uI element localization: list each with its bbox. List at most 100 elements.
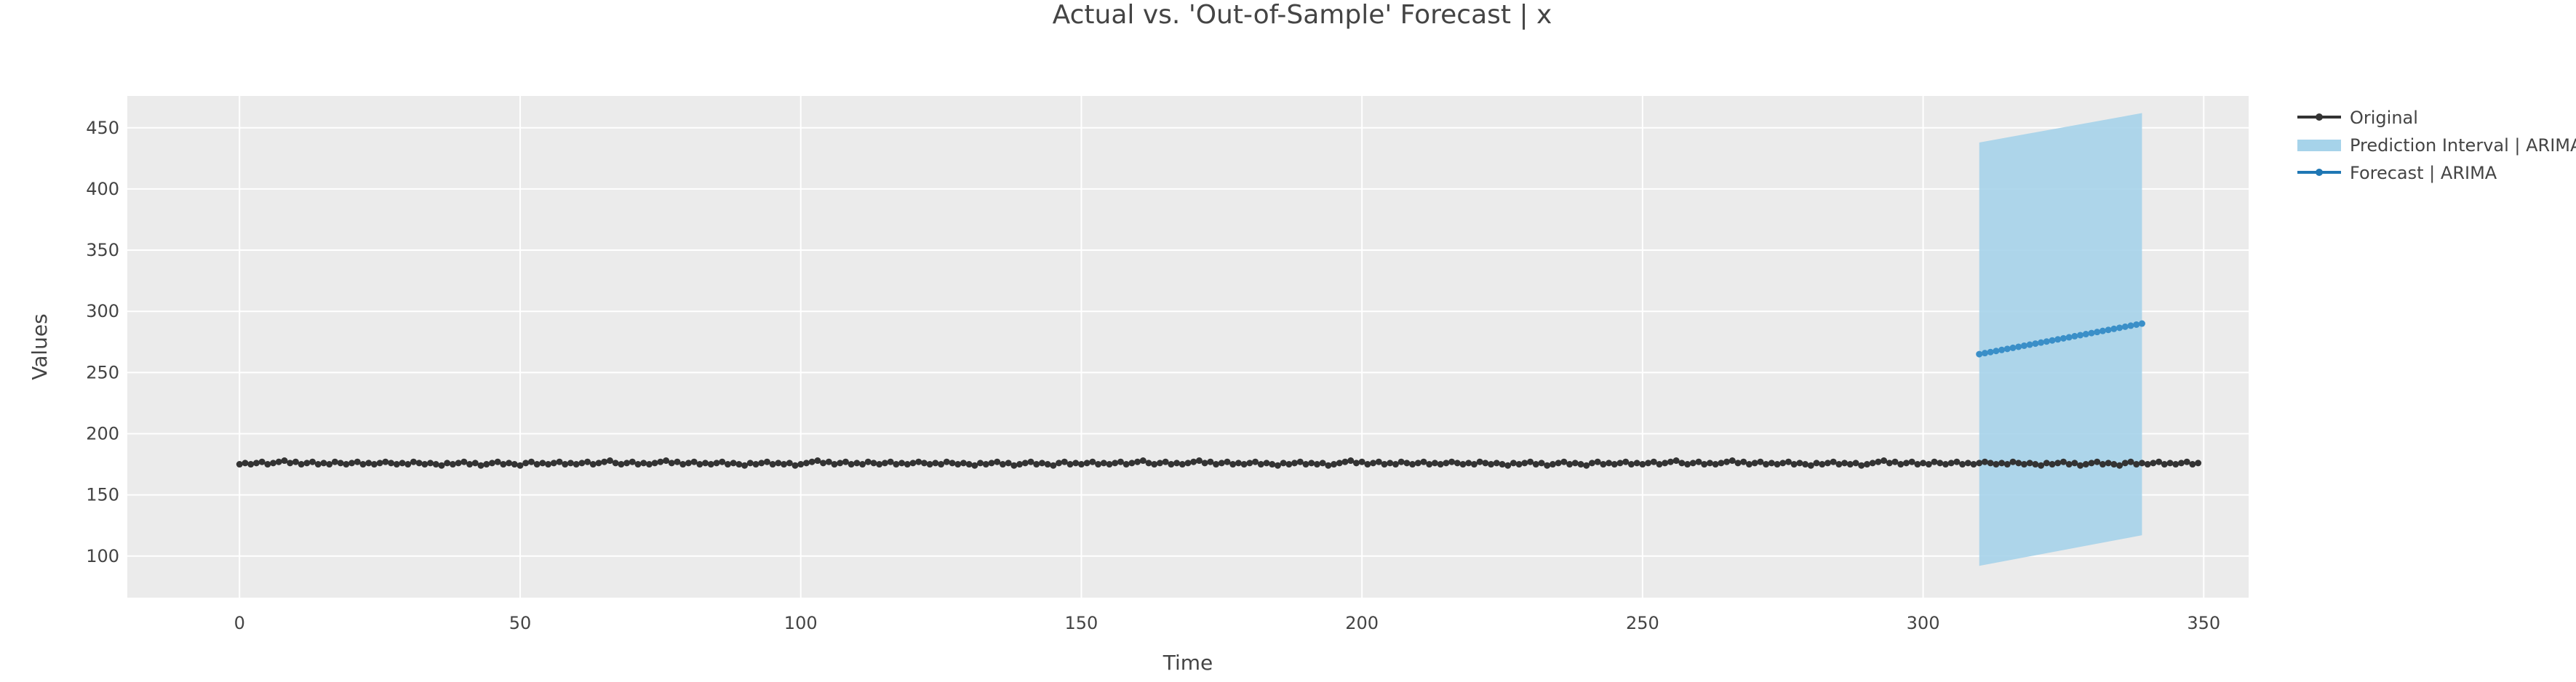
original-point <box>820 460 827 467</box>
original-point <box>1470 461 1478 468</box>
legend-marker-original <box>2316 113 2323 121</box>
original-point <box>331 458 338 465</box>
original-point <box>2038 462 2045 469</box>
original-point <box>1454 460 1461 467</box>
original-point <box>1571 460 1579 467</box>
original-point <box>455 460 462 467</box>
original-point <box>1779 460 1787 467</box>
original-point <box>663 457 670 465</box>
original-point <box>977 460 984 467</box>
original-point <box>415 460 423 467</box>
y-tick-label: 350 <box>86 240 119 260</box>
original-point <box>1336 460 1343 467</box>
original-point <box>1145 460 1152 467</box>
original-point <box>791 462 799 469</box>
original-point <box>2099 461 2106 468</box>
original-point <box>2183 458 2190 465</box>
original-point <box>606 457 613 465</box>
original-point <box>719 458 726 465</box>
original-point <box>354 458 361 465</box>
original-point <box>1392 461 1399 468</box>
original-point <box>247 461 255 468</box>
original-point <box>926 461 933 468</box>
original-point <box>1544 462 1551 469</box>
original-point <box>1734 460 1742 467</box>
original-point <box>601 458 608 465</box>
original-point <box>539 460 546 467</box>
original-point <box>2121 460 2129 467</box>
x-tick-label: 250 <box>1626 613 1659 633</box>
original-point <box>500 461 507 468</box>
original-point <box>2015 460 2022 467</box>
original-point <box>1426 461 1433 468</box>
legend-item-forecast[interactable]: Forecast | ARIMA <box>2297 163 2497 183</box>
original-point <box>1633 460 1640 467</box>
original-point <box>1331 461 1338 468</box>
original-point <box>1280 460 1287 467</box>
original-point <box>1027 458 1034 465</box>
original-point <box>1846 461 1854 468</box>
original-point <box>1106 461 1113 468</box>
original-point <box>730 460 737 467</box>
original-point <box>382 458 389 465</box>
original-point <box>2195 460 2202 467</box>
original-point <box>1465 460 1472 467</box>
y-tick-label: 400 <box>86 179 119 199</box>
original-point <box>287 460 294 467</box>
original-point <box>1285 461 1293 468</box>
original-point <box>781 461 788 468</box>
original-point <box>1005 460 1012 467</box>
original-point <box>1993 461 2000 468</box>
original-point <box>410 458 417 465</box>
original-point <box>629 458 636 465</box>
legend-item-original[interactable]: Original <box>2297 108 2418 128</box>
original-point <box>1021 460 1029 467</box>
legend-marker-forecast <box>2316 169 2323 176</box>
original-point <box>634 461 642 468</box>
original-point <box>2138 460 2145 467</box>
original-point <box>1701 461 1708 468</box>
original-point <box>2059 458 2067 465</box>
original-point <box>1358 458 1365 465</box>
original-point <box>1488 461 1495 468</box>
x-axis-title: Time <box>1163 651 1213 675</box>
original-point <box>281 457 288 465</box>
original-point <box>388 460 395 467</box>
original-point <box>2071 460 2078 467</box>
legend-item-interval[interactable]: Prediction Interval | ARIMA <box>2297 135 2576 156</box>
original-point <box>2116 462 2124 469</box>
x-tick-label: 0 <box>234 613 245 633</box>
original-point <box>758 460 765 467</box>
original-point <box>242 460 249 467</box>
original-point <box>550 460 557 467</box>
original-point <box>258 458 266 465</box>
original-point <box>337 460 344 467</box>
original-point <box>1443 460 1450 467</box>
original-point <box>735 461 743 468</box>
original-point <box>1931 458 1938 465</box>
original-point <box>1387 460 1394 467</box>
forecast-point <box>2009 344 2017 351</box>
original-point <box>2032 461 2039 468</box>
original-point <box>1757 458 1764 465</box>
original-point <box>1515 461 1523 468</box>
legend[interactable]: Original Prediction Interval | ARIMA For… <box>2297 108 2576 183</box>
original-point <box>1077 461 1085 468</box>
original-point <box>668 460 675 467</box>
original-point <box>517 462 524 469</box>
original-point <box>303 460 311 467</box>
y-tick-label: 100 <box>86 546 119 566</box>
original-point <box>2161 461 2168 468</box>
original-point <box>1431 460 1438 467</box>
original-point <box>1504 462 1512 469</box>
original-point <box>999 461 1006 468</box>
original-point <box>477 462 485 469</box>
original-point <box>359 461 367 468</box>
original-point <box>1296 458 1304 465</box>
original-point <box>2127 458 2134 465</box>
original-point <box>1819 461 1826 468</box>
original-point <box>1173 460 1181 467</box>
original-point <box>2133 461 2140 468</box>
original-point <box>612 460 619 467</box>
